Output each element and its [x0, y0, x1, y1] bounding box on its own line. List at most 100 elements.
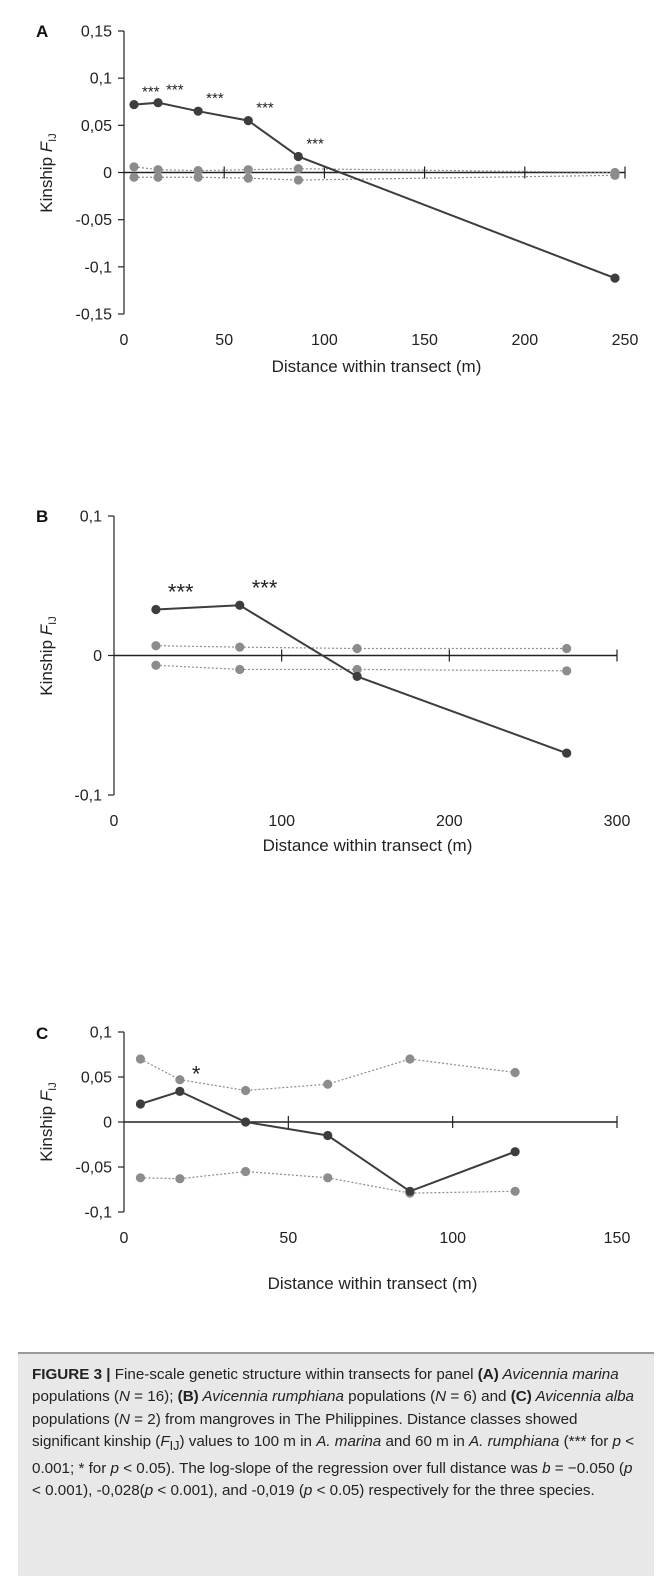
- kinship-point: [510, 1147, 520, 1157]
- lower-ci-line: [134, 174, 615, 181]
- y-tick-label: 0: [103, 1115, 112, 1132]
- y-axis-title: Kinship FIJ: [37, 1082, 59, 1161]
- significance-label: ***: [256, 100, 274, 117]
- lower-ci-point: [323, 1173, 333, 1183]
- kinship-point: [153, 98, 163, 108]
- y-tick-label: -0,1: [84, 259, 112, 276]
- kinship-point: [235, 600, 245, 610]
- significance-label: ***: [306, 135, 324, 152]
- y-tick-label: -0,05: [76, 1160, 113, 1177]
- figure-caption: FIGURE 3 | Fine-scale genetic structure …: [18, 1352, 654, 1576]
- lower-ci-line: [140, 1170, 516, 1194]
- x-axis-title: Distance within transect (m): [272, 357, 482, 376]
- lower-ci-point: [175, 1174, 185, 1184]
- lower-ci-point: [241, 1166, 251, 1177]
- x-tick-label: 200: [511, 332, 538, 349]
- upper-ci-point: [405, 1054, 415, 1064]
- y-tick-label: 0: [103, 165, 112, 182]
- kinship-point: [243, 116, 253, 126]
- upper-ci-point: [323, 1079, 333, 1089]
- x-tick-label: 200: [436, 813, 463, 830]
- panel-letter: A: [36, 22, 48, 41]
- panel-c: C 0,1 0,05 0 -0,05 -0,1 0 50 100 150 Distance with…: [36, 1024, 630, 1293]
- panel-letter: C: [36, 1024, 48, 1043]
- y-axis-title: Kinship FIJ: [37, 616, 59, 695]
- y-tick-label: 0,15: [81, 24, 112, 41]
- lower-ci-point: [153, 172, 163, 182]
- y-tick-label: 0: [93, 648, 102, 665]
- y-tick-label: 0,1: [80, 509, 102, 526]
- lower-ci-line: [155, 664, 567, 672]
- kinship-point: [610, 273, 620, 283]
- lower-ci-point: [610, 170, 620, 180]
- lower-ci-point: [243, 173, 253, 183]
- kinship-line: [155, 604, 568, 755]
- upper-ci-point: [293, 164, 303, 174]
- lower-ci-point: [235, 664, 245, 675]
- significance-label: ***: [206, 90, 224, 107]
- kinship-point: [135, 1099, 146, 1109]
- significance-label: ***: [168, 579, 194, 604]
- kinship-line: [140, 1090, 516, 1193]
- panel-letter: B: [36, 507, 48, 526]
- upper-ci-line: [133, 166, 615, 174]
- x-tick-label: 150: [604, 1230, 631, 1247]
- x-tick-label: 250: [612, 332, 639, 349]
- caption-text: FIGURE 3 | Fine-scale genetic structure …: [32, 1366, 635, 1500]
- significance-label: ***: [142, 84, 160, 101]
- lower-ci-point: [151, 660, 161, 670]
- caption-figure-label: FIGURE 3 |: [32, 1366, 111, 1383]
- kinship-point: [193, 106, 203, 116]
- panel-a: A 0,15 0,1 0,05 0 -0,05 -0,1 -0,15 0 50 100 150 200 2…: [36, 22, 638, 376]
- x-axis-title: Distance within transect (m): [268, 1274, 478, 1293]
- x-tick-label: 100: [311, 332, 338, 349]
- y-tick-label: -0,15: [76, 307, 113, 324]
- kinship-point: [151, 604, 161, 615]
- y-axis-title: Kinship FIJ: [37, 133, 59, 212]
- x-tick-label: 100: [439, 1230, 466, 1247]
- lower-ci-point: [193, 172, 203, 182]
- x-tick-label: 0: [110, 813, 119, 830]
- x-tick-label: 0: [120, 1230, 129, 1247]
- upper-ci-point: [352, 643, 362, 654]
- y-tick-label: -0,1: [84, 1205, 112, 1222]
- y-tick-label: 0,05: [81, 118, 112, 135]
- kinship-point: [175, 1086, 185, 1096]
- x-tick-label: 50: [279, 1230, 297, 1247]
- upper-ci-point: [510, 1067, 520, 1078]
- kinship-point: [241, 1117, 251, 1127]
- lower-ci-point: [129, 172, 139, 182]
- upper-ci-point: [129, 162, 139, 172]
- upper-ci-line: [155, 645, 567, 650]
- x-tick-label: 100: [268, 813, 295, 830]
- lower-ci-point: [135, 1173, 146, 1183]
- upper-ci-point: [153, 165, 163, 175]
- y-tick-label: -0,1: [74, 788, 102, 805]
- y-tick-label: 0,1: [90, 1025, 112, 1042]
- lower-ci-point: [352, 664, 362, 675]
- kinship-point: [405, 1186, 415, 1196]
- kinship-point: [293, 151, 303, 162]
- x-tick-label: 0: [120, 332, 129, 349]
- y-tick-label: 0,05: [81, 1070, 112, 1087]
- upper-ci-line: [140, 1058, 516, 1092]
- lower-ci-point: [562, 666, 572, 676]
- kinship-point: [352, 671, 362, 682]
- upper-ci-point: [135, 1054, 146, 1064]
- figure-3-charts: A 0,150,10,050-0,05-0,1-0,150 50 100 150 200 2…: [36, 22, 638, 1293]
- upper-ci-point: [151, 641, 161, 651]
- kinship-line: [133, 101, 616, 280]
- x-tick-label: 50: [215, 332, 233, 349]
- upper-ci-point: [235, 642, 245, 652]
- y-tick-label: -0,05: [76, 212, 113, 229]
- x-tick-label: 150: [411, 332, 438, 349]
- kinship-point: [323, 1130, 333, 1141]
- y-tick-label: 0,1: [90, 71, 112, 88]
- lower-ci-point: [510, 1186, 520, 1196]
- upper-ci-point: [193, 166, 203, 176]
- significance-label: *: [192, 1061, 201, 1086]
- upper-ci-point: [562, 643, 572, 654]
- significance-label: ***: [166, 82, 184, 99]
- x-axis-title: Distance within transect (m): [263, 836, 473, 855]
- upper-ci-point: [175, 1075, 185, 1085]
